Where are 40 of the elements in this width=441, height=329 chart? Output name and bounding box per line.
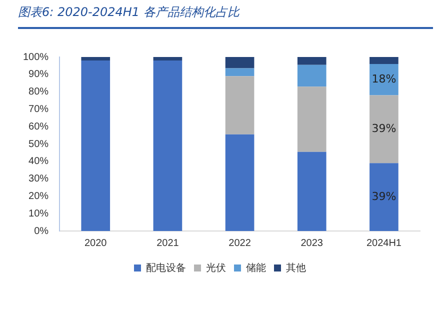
x-tick-label: 2023 <box>300 238 324 249</box>
y-tick-label: 10% <box>28 208 49 220</box>
data-label: 39% <box>372 190 396 203</box>
bar <box>370 95 398 164</box>
legend-label: 其他 <box>286 262 306 274</box>
legend-label: 储能 <box>246 262 266 274</box>
bar <box>225 68 254 76</box>
bar <box>297 152 326 231</box>
bar <box>81 60 110 231</box>
y-tick-label: 30% <box>28 174 49 185</box>
y-tick-label: 100% <box>23 52 49 63</box>
bar <box>297 57 326 65</box>
bar <box>153 60 182 231</box>
y-tick-label: 90% <box>28 69 49 80</box>
y-tick-label: 50% <box>28 138 49 150</box>
y-tick-label: 20% <box>28 190 49 202</box>
legend-label: 配电设备 <box>146 262 186 274</box>
data-label: 18% <box>372 72 396 86</box>
bar <box>225 134 254 231</box>
bar <box>297 64 326 87</box>
x-tick-label: 2024H1 <box>366 238 402 249</box>
y-tick-label: 0% <box>34 226 49 237</box>
bar <box>81 57 110 60</box>
y-tick-label: 80% <box>28 86 49 98</box>
data-label: 39% <box>372 122 396 136</box>
chart-title: 图表6: 2020-2024H1 各产品结构化占比 <box>18 4 433 29</box>
bar <box>370 64 398 96</box>
bar <box>225 76 254 134</box>
legend-label: 光伏 <box>206 262 226 274</box>
bar <box>153 57 182 60</box>
x-tick-label: 2022 <box>228 238 252 249</box>
y-tick-label: 60% <box>28 121 49 132</box>
x-tick-label: 2020 <box>84 238 108 249</box>
bar <box>370 163 398 231</box>
y-tick-label: 40% <box>28 156 49 168</box>
bar <box>370 57 398 64</box>
y-tick-label: 70% <box>28 104 49 115</box>
x-tick-label: 2021 <box>156 238 180 249</box>
bar <box>297 86 326 152</box>
bar <box>225 57 254 68</box>
